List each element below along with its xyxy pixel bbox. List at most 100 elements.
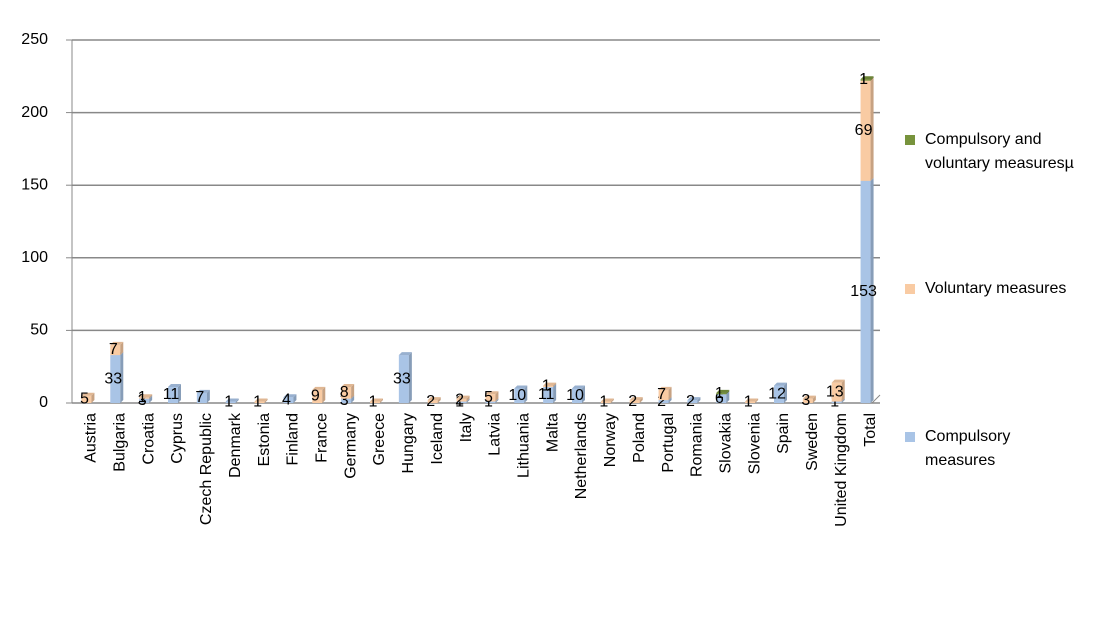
- bar-segment: [658, 386, 672, 401]
- x-tick-label: Norway: [602, 413, 619, 467]
- bar-segment: [774, 382, 787, 403]
- data-label: 2: [426, 393, 435, 410]
- bar-segment: [860, 76, 874, 81]
- x-tick-label: Spain: [775, 413, 792, 454]
- bar-segment: [456, 395, 470, 402]
- bar-segment: [572, 385, 585, 403]
- x-tick-label: Estonia: [256, 413, 273, 466]
- y-tick-label: 200: [21, 104, 48, 121]
- x-tick-label: Czech Republic: [198, 413, 215, 525]
- bar-segment: [687, 397, 701, 403]
- x-tick-label: Latvia: [487, 413, 504, 456]
- data-label: 33: [104, 370, 122, 387]
- data-label: 11: [163, 386, 180, 403]
- x-tick-label: United Kingdom: [833, 413, 850, 527]
- bar-segment: [802, 395, 816, 403]
- data-label: 1: [224, 393, 233, 410]
- data-label: 12: [768, 386, 786, 403]
- x-tick-label: Finland: [285, 413, 302, 465]
- data-label: 9: [311, 388, 320, 405]
- x-tick-label: Total: [862, 413, 879, 447]
- bar-segment: [745, 398, 759, 403]
- bar-segment: [370, 398, 383, 403]
- x-tick-label: Cyprus: [169, 413, 186, 464]
- data-label: 7: [109, 341, 118, 358]
- data-label: 5: [484, 389, 493, 406]
- data-label: 3: [138, 392, 147, 409]
- x-tick-label: Slovenia: [746, 413, 763, 474]
- y-tick-label: 50: [30, 322, 48, 339]
- x-tick-label: Netherlands: [573, 413, 590, 499]
- y-tick-label: 150: [21, 176, 48, 193]
- data-label: 3: [801, 392, 810, 409]
- bar-segment: [716, 389, 730, 395]
- data-label: 2: [686, 393, 695, 410]
- bar-segment: [225, 398, 239, 403]
- bar-segment: [485, 391, 499, 402]
- bar-segment: [168, 384, 181, 403]
- data-label: 1: [542, 378, 551, 395]
- x-tick-label: Iceland: [429, 413, 446, 465]
- x-tick-label: Hungary: [400, 413, 417, 473]
- data-label: 1: [369, 393, 378, 410]
- data-label: 4: [282, 391, 291, 408]
- data-label: 1: [715, 385, 724, 402]
- x-tick-label: Lithuania: [516, 413, 533, 478]
- y-tick-label: 0: [39, 394, 48, 411]
- data-label: 7: [195, 389, 204, 406]
- bar-segment: [600, 398, 614, 403]
- data-label: 1: [253, 393, 262, 410]
- legend-item: Voluntary measures: [905, 277, 1075, 301]
- data-label: 1: [484, 393, 493, 410]
- data-label: 3: [340, 392, 349, 409]
- data-label: 1: [138, 389, 147, 406]
- data-label: 2: [455, 391, 464, 408]
- data-label: 11: [538, 386, 555, 403]
- bar-segment: [341, 384, 355, 399]
- bar-segment: [831, 379, 845, 402]
- legend-swatch: [905, 135, 915, 145]
- x-tick-label: France: [314, 413, 331, 463]
- bar-segment: [139, 394, 153, 399]
- data-label: 69: [855, 122, 873, 139]
- bar-segment: [196, 389, 210, 403]
- x-tick-label: Italy: [458, 413, 475, 442]
- data-label: 1: [599, 393, 608, 410]
- data-label: 1: [455, 393, 464, 410]
- bar-segment: [398, 352, 412, 403]
- legend-swatch: [905, 432, 915, 442]
- x-tick-label: Portugal: [660, 413, 677, 473]
- x-tick-label: Malta: [544, 413, 561, 452]
- legend-label: Compulsory and voluntary measuresµ: [925, 131, 1074, 172]
- bar-segment: [254, 398, 268, 403]
- data-label: 5: [80, 391, 89, 408]
- legend-label: Voluntary measures: [925, 280, 1067, 297]
- y-tick-label: 250: [21, 31, 48, 48]
- x-tick-label: Germany: [342, 413, 359, 479]
- floor-edge: [871, 394, 881, 404]
- data-label: 6: [715, 390, 724, 407]
- data-label: 10: [566, 387, 584, 404]
- x-tick-label: Austria: [83, 413, 100, 463]
- legend-item: Compulsory and voluntary measuresµ: [905, 128, 1075, 176]
- x-tick-label: Greece: [371, 413, 388, 466]
- bar-segment: [427, 397, 441, 403]
- bar-segment: [629, 397, 643, 403]
- x-tick-label: Slovakia: [718, 413, 735, 474]
- x-tick-label: Romania: [689, 413, 706, 477]
- legend-swatch: [905, 284, 915, 294]
- bar-segment: [514, 385, 528, 403]
- data-label: 2: [628, 393, 637, 410]
- x-tick-label: Bulgaria: [112, 413, 129, 472]
- data-label: 1: [744, 393, 753, 410]
- data-label: 2: [657, 393, 666, 410]
- data-label: 7: [657, 386, 666, 403]
- bar-segment: [81, 392, 95, 403]
- bar-segment: [312, 386, 326, 403]
- bar-segment: [543, 382, 557, 388]
- y-tick-label: 100: [21, 249, 48, 266]
- legend-item: Compulsory measures: [905, 425, 1075, 473]
- bar-segment: [283, 394, 297, 403]
